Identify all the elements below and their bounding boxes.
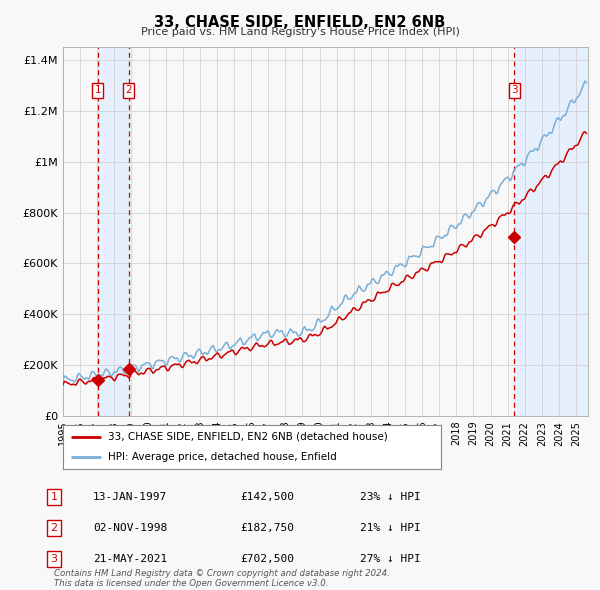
Text: 3: 3 [50, 555, 58, 564]
Text: 27% ↓ HPI: 27% ↓ HPI [360, 555, 421, 564]
Text: 2: 2 [125, 86, 132, 96]
Text: 1: 1 [95, 86, 101, 96]
Text: 33, CHASE SIDE, ENFIELD, EN2 6NB (detached house): 33, CHASE SIDE, ENFIELD, EN2 6NB (detach… [109, 432, 388, 442]
Text: £182,750: £182,750 [240, 523, 294, 533]
Text: 23% ↓ HPI: 23% ↓ HPI [360, 492, 421, 502]
Text: 33, CHASE SIDE, ENFIELD, EN2 6NB: 33, CHASE SIDE, ENFIELD, EN2 6NB [154, 15, 446, 30]
Text: 3: 3 [511, 86, 517, 96]
Bar [514, 47, 588, 416]
Text: £142,500: £142,500 [240, 492, 294, 502]
Text: Contains HM Land Registry data © Crown copyright and database right 2024.
This d: Contains HM Land Registry data © Crown c… [54, 569, 390, 588]
Text: 21-MAY-2021: 21-MAY-2021 [93, 555, 167, 564]
Text: HPI: Average price, detached house, Enfield: HPI: Average price, detached house, Enfi… [109, 452, 337, 462]
Bar [98, 47, 128, 416]
Text: 1: 1 [50, 492, 58, 502]
Text: 13-JAN-1997: 13-JAN-1997 [93, 492, 167, 502]
Text: 21% ↓ HPI: 21% ↓ HPI [360, 523, 421, 533]
Text: £702,500: £702,500 [240, 555, 294, 564]
Text: 02-NOV-1998: 02-NOV-1998 [93, 523, 167, 533]
Text: Price paid vs. HM Land Registry's House Price Index (HPI): Price paid vs. HM Land Registry's House … [140, 27, 460, 37]
Text: 2: 2 [50, 523, 58, 533]
